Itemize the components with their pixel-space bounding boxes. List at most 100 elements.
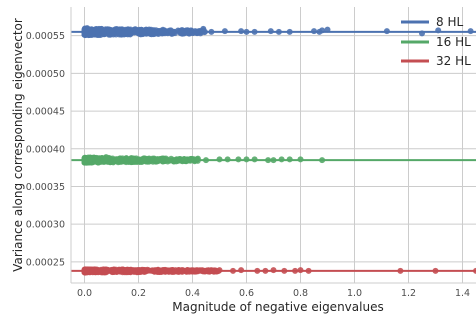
- data-point: [251, 156, 258, 163]
- data-point: [238, 28, 245, 35]
- data-point: [286, 156, 293, 163]
- data-point: [281, 267, 288, 274]
- data-point: [95, 26, 101, 33]
- grid-lines: [71, 7, 476, 283]
- data-point: [224, 156, 231, 163]
- data-point: [192, 267, 199, 274]
- x-tick-label: 0.0: [77, 288, 92, 299]
- data-point: [108, 27, 115, 34]
- data-point: [130, 155, 137, 162]
- y-tick-label: 0.00025: [26, 257, 65, 268]
- data-point: [116, 29, 123, 36]
- y-tick-label: 0.00035: [26, 182, 65, 193]
- data-point: [89, 268, 96, 275]
- data-point: [275, 28, 282, 35]
- data-point: [473, 267, 476, 274]
- data-point: [205, 267, 212, 274]
- data-point: [159, 158, 166, 165]
- legend: 8 HL 16 HL 32 HL: [401, 15, 471, 68]
- y-axis-label: Variance along corresponding eigenvector: [11, 18, 25, 272]
- data-point: [292, 267, 299, 274]
- data-point: [419, 30, 425, 37]
- data-point: [117, 266, 124, 273]
- x-tick-label: 1.4: [455, 288, 470, 299]
- data-point: [278, 156, 285, 163]
- x-tick-label: 0.8: [293, 288, 308, 299]
- y-tick-label: 0.00040: [26, 144, 65, 155]
- data-point: [221, 28, 228, 35]
- data-point: [81, 157, 88, 164]
- data-point: [146, 28, 153, 35]
- data-point: [154, 156, 161, 163]
- data-point: [111, 267, 118, 274]
- data-point: [178, 29, 185, 36]
- data-point: [167, 27, 174, 34]
- data-point: [297, 267, 304, 274]
- data-point: [262, 267, 269, 274]
- legend-label-16-hl: 16 HL: [436, 35, 471, 49]
- x-tick-label: 1.2: [401, 288, 416, 299]
- data-point: [100, 266, 107, 273]
- data-point: [86, 156, 93, 163]
- data-point: [124, 28, 131, 35]
- data-point: [84, 25, 91, 32]
- data-point: [187, 155, 194, 162]
- data-point: [305, 267, 312, 274]
- data-point: [113, 157, 120, 164]
- data-point: [183, 29, 190, 36]
- data-point: [216, 267, 223, 274]
- data-point: [135, 30, 142, 37]
- x-axis-label: Magnitude of negative eigenvalues: [172, 300, 383, 314]
- data-point: [165, 157, 172, 164]
- data-point: [238, 267, 245, 274]
- data-point: [95, 159, 101, 166]
- y-tick-label: 0.00045: [26, 107, 65, 118]
- y-tick-label: 0.00030: [26, 220, 65, 231]
- x-tick-label: 1.0: [347, 288, 362, 299]
- series-32-hl: [71, 266, 476, 276]
- data-point: [270, 267, 277, 274]
- data-point: [243, 156, 250, 163]
- data-point: [124, 267, 131, 274]
- series-8-hl: [71, 25, 476, 39]
- data-point: [208, 28, 215, 35]
- data-point: [122, 159, 129, 166]
- data-point: [397, 267, 404, 274]
- data-point: [100, 31, 107, 38]
- data-point: [251, 28, 258, 35]
- x-axis-ticks: 0.0 0.2 0.4 0.6 0.8 1.0 1.2 1.4: [77, 288, 470, 299]
- data-point: [265, 157, 272, 164]
- data-point: [146, 267, 153, 274]
- data-point: [383, 28, 390, 35]
- data-point: [184, 267, 191, 274]
- y-tick-label: 0.00055: [26, 31, 65, 42]
- data-point: [235, 156, 242, 163]
- data-point: [467, 28, 474, 35]
- data-point: [286, 28, 293, 35]
- data-point: [172, 267, 179, 274]
- data-point: [178, 267, 185, 274]
- data-point: [176, 156, 183, 163]
- y-tick-label: 0.00050: [26, 69, 65, 80]
- data-point: [216, 156, 223, 163]
- data-point: [311, 28, 317, 35]
- data-point: [230, 267, 236, 274]
- data-point: [157, 29, 164, 36]
- data-point: [297, 156, 304, 163]
- data-point: [81, 267, 88, 274]
- x-tick-label: 0.2: [131, 288, 146, 299]
- data-point: [203, 157, 209, 164]
- legend-label-32-hl: 32 HL: [436, 54, 471, 68]
- data-point: [254, 267, 261, 274]
- data-point: [243, 28, 250, 35]
- data-point: [138, 268, 145, 275]
- x-tick-label: 0.6: [239, 288, 254, 299]
- data-point: [435, 27, 442, 34]
- x-tick-label: 0.4: [185, 288, 200, 299]
- data-point: [165, 267, 172, 274]
- data-point: [140, 157, 147, 164]
- data-point: [319, 157, 326, 164]
- series-16-hl: [71, 154, 476, 166]
- data-point: [432, 267, 439, 274]
